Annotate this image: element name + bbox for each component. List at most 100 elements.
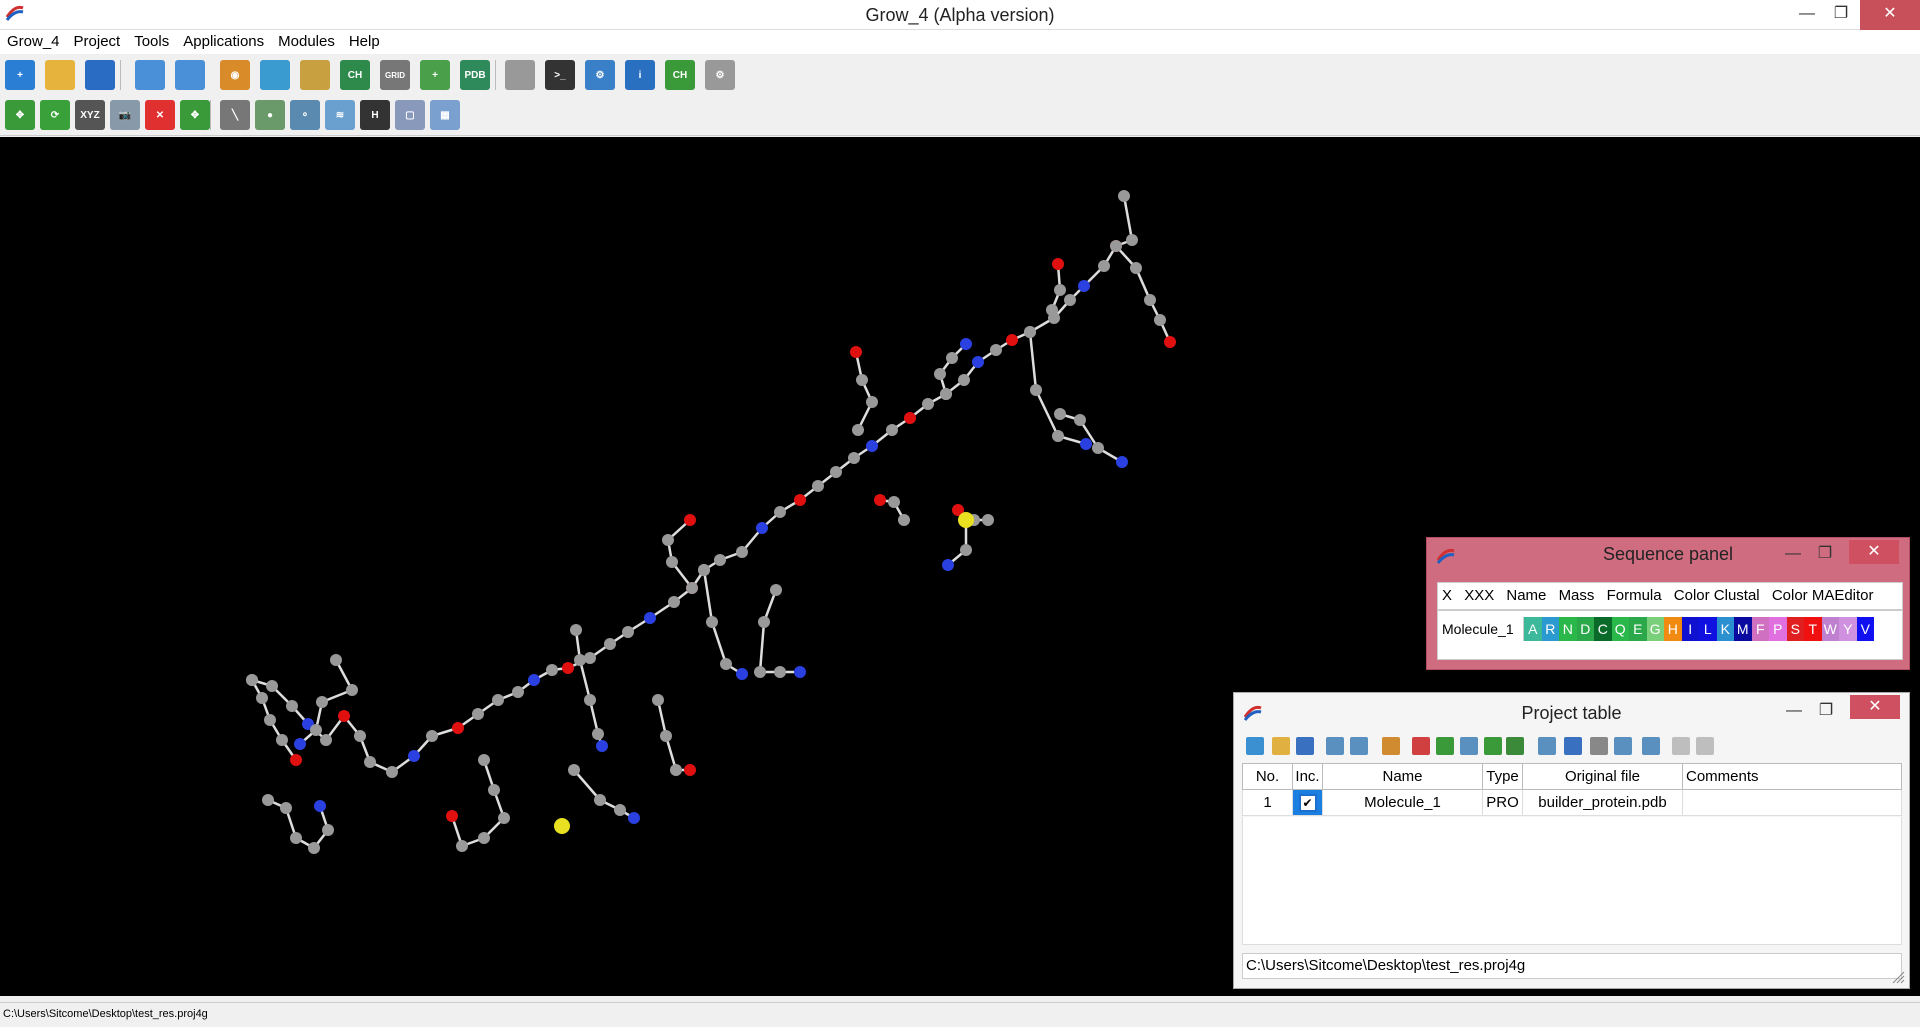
- seq-header-mass[interactable]: Mass: [1558, 587, 1595, 604]
- residue-T[interactable]: T: [1804, 617, 1822, 641]
- gear-icon[interactable]: ⚙: [705, 60, 735, 90]
- residue-Q[interactable]: Q: [1611, 617, 1629, 641]
- save-icon[interactable]: [1296, 737, 1314, 755]
- col-type[interactable]: Type: [1482, 763, 1523, 790]
- atom-ball-icon[interactable]: ●: [255, 100, 285, 130]
- view-icon[interactable]: [1382, 737, 1400, 755]
- residue-C[interactable]: C: [1594, 617, 1612, 641]
- seq-header-color-maeditor[interactable]: Color MAEditor: [1771, 587, 1874, 604]
- pdb-icon[interactable]: PDB: [460, 60, 490, 90]
- seq-minimize-button[interactable]: —: [1785, 545, 1801, 562]
- grid-icon[interactable]: [1564, 737, 1582, 755]
- terminal-icon[interactable]: >_: [545, 60, 575, 90]
- ch-refresh-icon[interactable]: CH: [665, 60, 695, 90]
- sequence-molecule-name[interactable]: Molecule_1: [1440, 617, 1524, 641]
- col-inc[interactable]: Inc.: [1292, 763, 1323, 790]
- search-icon[interactable]: [1538, 737, 1556, 755]
- grid-opt-icon[interactable]: GRID: [380, 60, 410, 90]
- edit-table-icon[interactable]: [300, 60, 330, 90]
- col-no[interactable]: No.: [1242, 763, 1293, 790]
- xyz-axis-icon[interactable]: XYZ: [75, 100, 105, 130]
- ball-stick-icon[interactable]: ⚬: [290, 100, 320, 130]
- seq-header-formula[interactable]: Formula: [1606, 587, 1662, 604]
- resize-grip-icon[interactable]: [1891, 970, 1905, 984]
- seq-header-color-clustal[interactable]: Color Clustal: [1673, 587, 1760, 604]
- seq-header-xxx[interactable]: XXX: [1464, 587, 1495, 604]
- seq-close-button[interactable]: ✕: [1849, 540, 1899, 564]
- residue-D[interactable]: D: [1576, 617, 1594, 641]
- open-icon[interactable]: [1272, 737, 1290, 755]
- col-comments[interactable]: Comments: [1682, 763, 1902, 790]
- delete-row-icon[interactable]: [1412, 737, 1430, 755]
- copy-icon[interactable]: [1614, 737, 1632, 755]
- merge-icon[interactable]: [1436, 737, 1454, 755]
- camera-icon[interactable]: 📷: [110, 100, 140, 130]
- add-row-icon[interactable]: [1246, 737, 1264, 755]
- wireframe-icon[interactable]: ≋: [325, 100, 355, 130]
- residue-M[interactable]: M: [1734, 617, 1752, 641]
- residue-W[interactable]: W: [1821, 617, 1839, 641]
- graph-add-icon[interactable]: +: [420, 60, 450, 90]
- residue-A[interactable]: A: [1524, 617, 1542, 641]
- residue-F[interactable]: F: [1751, 617, 1769, 641]
- residue-N[interactable]: N: [1559, 617, 1577, 641]
- proj-maximize-button[interactable]: ❐: [1818, 702, 1834, 719]
- residue-P[interactable]: P: [1769, 617, 1787, 641]
- expand-arrows-icon[interactable]: ✥: [5, 100, 35, 130]
- residue-Y[interactable]: Y: [1839, 617, 1857, 641]
- menu-tools[interactable]: Tools: [134, 33, 170, 50]
- proj-close-button[interactable]: ✕: [1850, 695, 1900, 719]
- edit-icon[interactable]: [1460, 737, 1478, 755]
- residue-R[interactable]: R: [1541, 617, 1559, 641]
- residue-K[interactable]: K: [1716, 617, 1734, 641]
- residue-V[interactable]: V: [1856, 617, 1874, 641]
- export-icon[interactable]: [1350, 737, 1368, 755]
- seq-header-name[interactable]: Name: [1506, 587, 1547, 604]
- col-original-file[interactable]: Original file: [1522, 763, 1683, 790]
- view-eye-icon[interactable]: ◉: [220, 60, 250, 90]
- bond-line-icon[interactable]: ╲: [220, 100, 250, 130]
- minimize-button[interactable]: —: [1799, 5, 1815, 22]
- residue-L[interactable]: L: [1699, 617, 1717, 641]
- menu-project[interactable]: Project: [73, 33, 121, 50]
- seq-header-x[interactable]: X: [1442, 587, 1453, 604]
- database-icon[interactable]: [505, 60, 535, 90]
- maximize-button[interactable]: ❐: [1833, 5, 1849, 22]
- residue-I[interactable]: I: [1681, 617, 1699, 641]
- include-checkbox[interactable]: ✔: [1298, 793, 1317, 812]
- settings-gears-icon[interactable]: ⚙: [585, 60, 615, 90]
- prev-icon[interactable]: [1672, 737, 1690, 755]
- close-button[interactable]: ✕: [1860, 0, 1920, 30]
- residue-G[interactable]: G: [1646, 617, 1664, 641]
- chart-icon[interactable]: [1484, 737, 1502, 755]
- menu-help[interactable]: Help: [348, 33, 380, 50]
- import-icon[interactable]: [1326, 737, 1344, 755]
- residue-H[interactable]: H: [1664, 617, 1682, 641]
- stats-icon[interactable]: [1506, 737, 1524, 755]
- table-import-icon[interactable]: [135, 60, 165, 90]
- shrink-arrows-icon[interactable]: ✥: [180, 100, 210, 130]
- info-icon[interactable]: i: [625, 60, 655, 90]
- diamond-icon[interactable]: [1642, 737, 1660, 755]
- molecule-render[interactable]: [0, 137, 1920, 996]
- next-icon[interactable]: [1696, 737, 1714, 755]
- residue-E[interactable]: E: [1629, 617, 1647, 641]
- surface-icon[interactable]: ▦: [430, 100, 460, 130]
- new-project-icon[interactable]: +: [5, 60, 35, 90]
- delete-icon[interactable]: ✕: [145, 100, 175, 130]
- attach-icon[interactable]: [1590, 737, 1608, 755]
- save-icon[interactable]: [85, 60, 115, 90]
- hydrogen-icon[interactable]: H: [360, 100, 390, 130]
- menu-modules[interactable]: Modules: [278, 33, 335, 50]
- box-icon[interactable]: ▢: [395, 100, 425, 130]
- row-inc-cell[interactable]: ✔: [1292, 789, 1323, 816]
- col-name[interactable]: Name: [1322, 763, 1483, 790]
- refresh-icon[interactable]: ⟳: [40, 100, 70, 130]
- seq-maximize-button[interactable]: ❐: [1817, 545, 1833, 562]
- residue-S[interactable]: S: [1786, 617, 1804, 641]
- menu-applications[interactable]: Applications: [183, 33, 265, 50]
- ch-builder-icon[interactable]: CH: [340, 60, 370, 90]
- grid-color-icon[interactable]: [260, 60, 290, 90]
- row-comments[interactable]: [1682, 789, 1902, 816]
